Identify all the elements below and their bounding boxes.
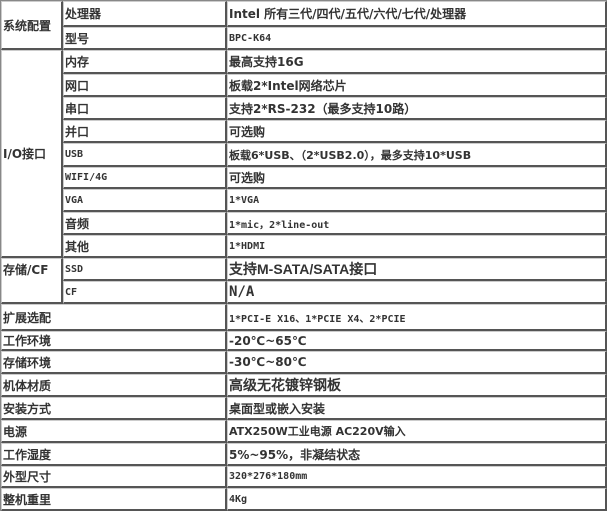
table-row: WIFI/4G 可选购 <box>1 167 607 189</box>
table-row: 系统配置 处理器 Intel 所有三代/四代/五代/六代/七代/处理器 <box>1 1 607 50</box>
table-row: 工作湿度 5%~95%，非凝结状态 <box>1 443 607 466</box>
spec-value: 4Kg <box>227 488 607 511</box>
table-row: 安装方式 桌面型或嵌入安装 <box>1 397 607 420</box>
spec-label: 其他 <box>63 235 227 258</box>
spec-value: 320*276*180mm <box>227 466 607 488</box>
table-row: CF N/A <box>1 281 607 304</box>
spec-label: 扩展选配 <box>1 304 227 331</box>
group-label-system: 系统配置 <box>1 1 63 50</box>
spec-value: -20℃~65℃ <box>227 331 607 351</box>
table-row: 型号 BPC-K64 <box>1 27 607 50</box>
table-row: USB 板载6*USB、（2*USB2.0），最多支持10*USB <box>1 143 607 167</box>
spec-label: 内存 <box>63 50 227 74</box>
spec-value: 板载6*USB、（2*USB2.0），最多支持10*USB <box>227 143 607 167</box>
spec-value: 桌面型或嵌入安装 <box>227 397 607 420</box>
spec-label: 机体材质 <box>1 374 227 397</box>
spec-label: VGA <box>63 189 227 212</box>
spec-label: WIFI/4G <box>63 167 227 189</box>
spec-value: Intel 所有三代/四代/五代/六代/七代/处理器 <box>227 1 607 27</box>
table-row: I/O接口 内存 最高支持16G <box>1 50 607 258</box>
table-row: 工作环境 -20℃~65℃ <box>1 331 607 351</box>
spec-value: 板载2*Intel网络芯片 <box>227 74 607 97</box>
spec-label: 网口 <box>63 74 227 97</box>
spec-label: 工作湿度 <box>1 443 227 466</box>
spec-value: 支持M-SATA/SATA接口 <box>227 258 607 281</box>
table-row: VGA 1*VGA <box>1 189 607 212</box>
spec-value: N/A <box>227 281 607 304</box>
spec-value: 1*mic，2*line-out <box>227 212 607 235</box>
spec-value: 高级无花镀锌钢板 <box>227 374 607 397</box>
spec-label: 电源 <box>1 420 227 443</box>
table-row: 电源 ATX250W工业电源 AC220V输入 <box>1 420 607 443</box>
spec-value: 可选购 <box>227 120 607 143</box>
table-row: 外型尺寸 320*276*180mm <box>1 466 607 488</box>
spec-value: 1*HDMI <box>227 235 607 258</box>
table-row: 串口 支持2*RS-232（最多支持10路） <box>1 97 607 120</box>
table-row: 其他 1*HDMI <box>1 235 607 258</box>
table-row: 网口 板载2*Intel网络芯片 <box>1 74 607 97</box>
spec-label: 处理器 <box>63 1 227 27</box>
table-row: 机体材质 高级无花镀锌钢板 <box>1 374 607 397</box>
spec-value: 5%~95%，非凝结状态 <box>227 443 607 466</box>
table-row: 存储环境 -30℃~80℃ <box>1 351 607 374</box>
spec-label: 整机重里 <box>1 488 227 511</box>
spec-value: 最高支持16G <box>227 50 607 74</box>
spec-value: 可选购 <box>227 167 607 189</box>
spec-label: 外型尺寸 <box>1 466 227 488</box>
spec-label: 型号 <box>63 27 227 50</box>
spec-value: 1*VGA <box>227 189 607 212</box>
spec-label: CF <box>63 281 227 304</box>
table-row: 扩展选配 1*PCI-E X16、1*PCIE X4、2*PCIE <box>1 304 607 331</box>
table-row: 音频 1*mic，2*line-out <box>1 212 607 235</box>
table-row: 整机重里 4Kg <box>1 488 607 511</box>
group-label-storage: 存储/CF <box>1 258 63 304</box>
table-row: 存储/CF SSD 支持M-SATA/SATA接口 <box>1 258 607 304</box>
table-row: 并口 可选购 <box>1 120 607 143</box>
spec-label: USB <box>63 143 227 167</box>
spec-label: 存储环境 <box>1 351 227 374</box>
spec-label: 工作环境 <box>1 331 227 351</box>
spec-value: ATX250W工业电源 AC220V输入 <box>227 420 607 443</box>
group-label-io: I/O接口 <box>1 50 63 258</box>
spec-label: 并口 <box>63 120 227 143</box>
spec-value: -30℃~80℃ <box>227 351 607 374</box>
spec-label: 安装方式 <box>1 397 227 420</box>
spec-label: 串口 <box>63 97 227 120</box>
spec-value: BPC-K64 <box>227 27 607 50</box>
spec-label: SSD <box>63 258 227 281</box>
spec-value: 支持2*RS-232（最多支持10路） <box>227 97 607 120</box>
spec-label: 音频 <box>63 212 227 235</box>
spec-value: 1*PCI-E X16、1*PCIE X4、2*PCIE <box>227 304 607 331</box>
